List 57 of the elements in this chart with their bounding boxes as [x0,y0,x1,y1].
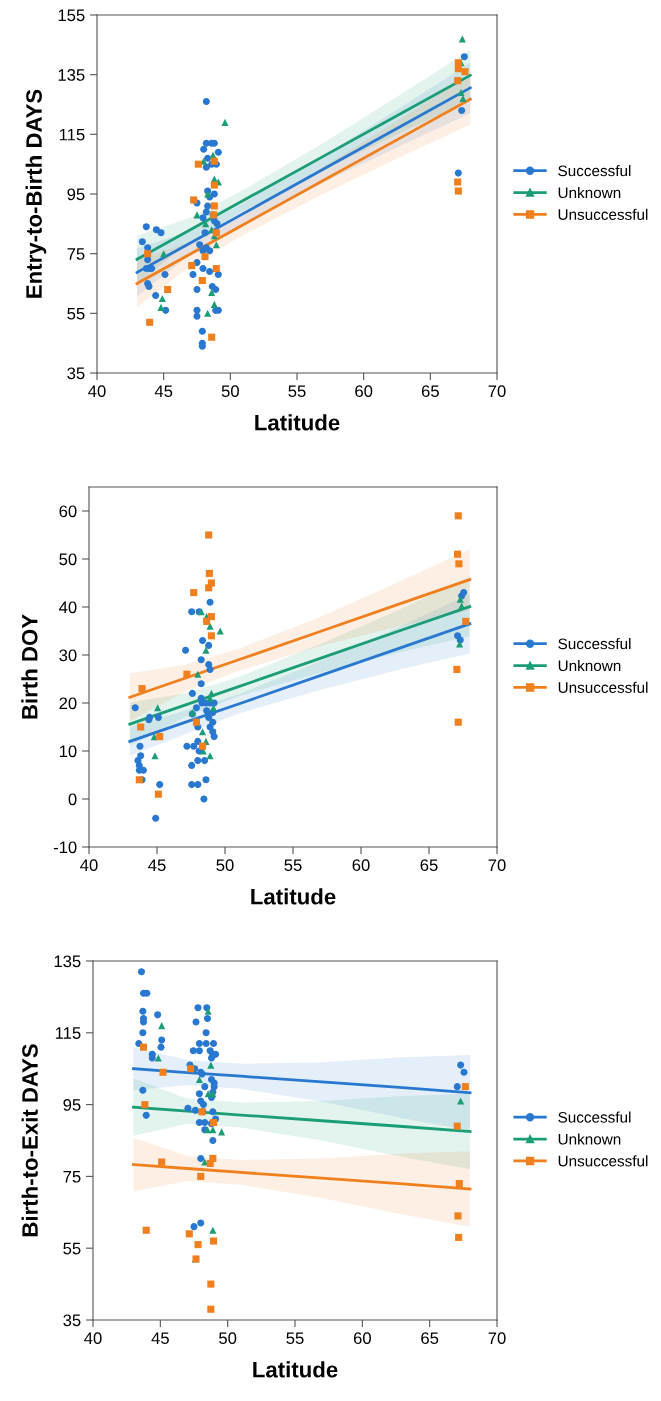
x-tick-label: 65 [421,1332,439,1345]
x-tick-label: 50 [219,1332,237,1345]
y-tick-label: 50 [59,553,77,566]
y-tick-label: 20 [59,697,77,710]
legend-label: Unknown [558,1133,621,1145]
y-axis-title: Birth DOY [21,614,38,719]
x-tick-label: 65 [421,385,439,398]
x-tick-label: 55 [284,859,302,872]
y-tick-label: 95 [67,188,85,201]
y-tick-label: 75 [67,248,85,260]
y-tick-label: 55 [67,307,85,320]
x-axis-title: Latitude [251,888,336,905]
x-tick-label: 55 [288,385,306,398]
y-tick-label: 0 [68,793,77,806]
legend-label: Unknown [558,186,621,199]
x-tick-label: 70 [488,385,506,398]
x-tick-label: 60 [352,859,370,872]
x-axis-title: Latitude [253,1361,338,1378]
y-tick-label: 115 [59,128,85,141]
y-tick-label: 75 [63,1170,81,1183]
y-tick-label: 10 [59,745,77,758]
y-tick-label: 155 [58,9,85,22]
y-tick-label: 115 [55,1027,81,1039]
y-tick-label: 35 [67,367,85,380]
legend-label: Successful [558,165,631,177]
x-tick-label: 55 [286,1332,304,1345]
y-tick-label: -10 [53,841,77,854]
x-tick-label: 50 [216,859,234,872]
legend-label: Unknown [558,659,621,672]
x-tick-label: 60 [355,385,373,398]
y-tick-label: 95 [63,1099,81,1111]
x-tick-label: 65 [420,859,438,872]
y-tick-label: 60 [59,505,77,518]
x-tick-label: 40 [84,1332,102,1345]
x-axis-title: Latitude [255,414,340,431]
x-tick-label: 45 [154,385,173,398]
y-tick-label: 135 [54,955,81,968]
x-tick-label: 70 [488,1332,506,1345]
y-tick-label: 35 [63,1314,81,1327]
y-axis-title: Birth-to-Exit DAYS [21,1044,38,1237]
x-tick-label: 60 [353,1332,371,1345]
x-tick-label: 45 [148,859,166,872]
legend-label: Unsuccessful [558,208,648,220]
legend-label: Unsuccessful [558,681,648,693]
y-tick-label: 30 [59,649,77,662]
x-tick-label: 40 [88,385,106,398]
legend-label: Successful [558,1111,631,1123]
legend-label: Successful [558,638,631,650]
x-tick-label: 70 [488,859,506,872]
y-tick-label: 40 [59,601,77,614]
y-tick-label: 55 [63,1242,81,1255]
x-tick-label: 50 [221,385,239,398]
x-tick-label: 45 [151,1332,169,1345]
legend-label: Unsuccessful [558,1155,648,1167]
y-tick-label: 135 [58,69,85,81]
x-tick-label: 40 [80,859,98,872]
y-axis-title: Entry-to-Birth DAYS [25,89,47,298]
